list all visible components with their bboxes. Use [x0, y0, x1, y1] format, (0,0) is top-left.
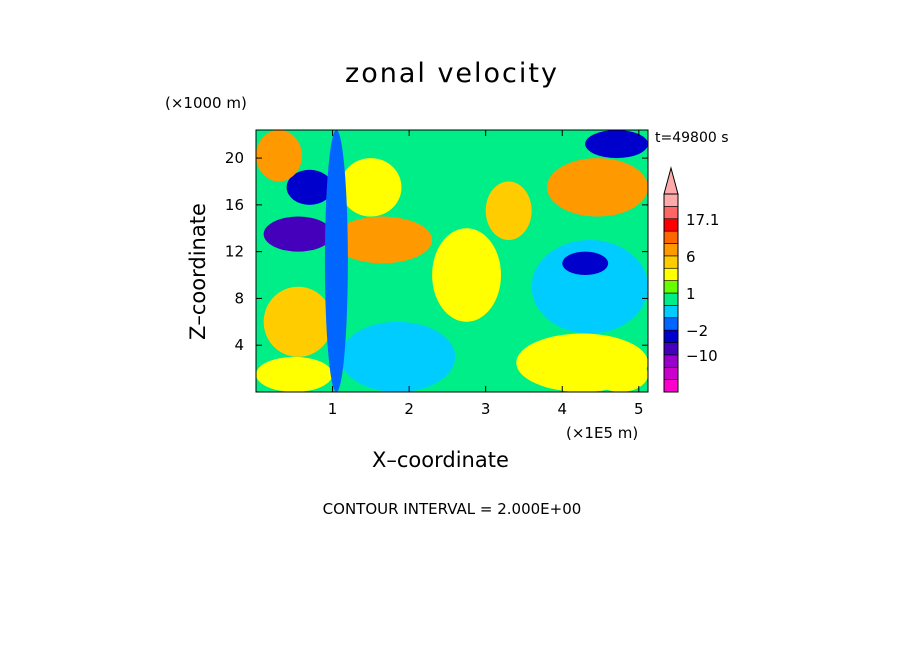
contour-interval-note: CONTOUR INTERVAL = 2.000E+00 — [322, 500, 582, 518]
field-region — [340, 321, 456, 392]
colorbar-swatch — [663, 292, 679, 306]
field-region — [256, 356, 333, 392]
colorbar-label: 17.1 — [686, 211, 719, 229]
y-axis-title: Z–coordinate — [186, 203, 210, 340]
colorbar-swatch — [663, 206, 679, 220]
colorbar-label: −10 — [686, 347, 718, 365]
colorbar-swatch — [663, 230, 679, 244]
colorbar-swatch — [663, 305, 679, 319]
field-region — [432, 228, 501, 322]
x-tick-label: 5 — [634, 400, 644, 418]
x-tick-label: 2 — [404, 400, 414, 418]
z-axis-unit-label: (×1000 m) — [165, 94, 247, 112]
chart-title: zonal velocity — [345, 58, 559, 89]
field-region — [286, 169, 333, 205]
field-region — [332, 216, 433, 264]
colorbar-label: 6 — [686, 248, 696, 266]
field-region — [592, 356, 648, 392]
x-axis-unit-label: (×1E5 m) — [566, 424, 639, 442]
y-tick-label: 16 — [225, 196, 244, 214]
field-region — [340, 158, 402, 217]
y-tick-label: 4 — [234, 336, 244, 354]
colorbar-swatch — [663, 267, 679, 281]
velocity-field — [256, 130, 648, 392]
field-region — [263, 216, 333, 252]
y-tick-label: 20 — [225, 149, 244, 167]
x-tick-label: 4 — [557, 400, 567, 418]
y-tick-label: 12 — [225, 243, 244, 261]
colorbar-swatch — [663, 342, 679, 356]
colorbar-swatch — [663, 317, 679, 331]
colorbar-swatch — [663, 243, 679, 257]
field-region — [263, 286, 333, 357]
field-region — [485, 181, 532, 240]
plot-frame — [255, 129, 649, 393]
colorbar-label: 1 — [686, 285, 696, 303]
colorbar-swatch — [663, 193, 679, 207]
colorbar-swatch — [663, 218, 679, 232]
colorbar-frame — [663, 193, 679, 393]
field-region — [546, 158, 648, 217]
field-region — [324, 130, 348, 392]
x-tick-label: 1 — [328, 400, 338, 418]
colorbar-label: −2 — [686, 322, 708, 340]
field-region — [562, 251, 609, 276]
colorbar-extend-arrow — [663, 166, 679, 195]
colorbar-swatch — [663, 255, 679, 269]
colorbar-swatch — [663, 354, 679, 368]
field-region — [585, 130, 648, 159]
time-stamp-label: t=49800 s — [655, 130, 729, 146]
x-axis-title: X–coordinate — [372, 448, 509, 472]
field-region — [531, 239, 648, 334]
y-tick-label: 8 — [234, 289, 244, 307]
colorbar-swatch — [663, 366, 679, 380]
colorbar-swatch — [663, 280, 679, 294]
field-region — [256, 130, 302, 182]
colorbar-swatch — [663, 379, 679, 393]
x-tick-label: 3 — [481, 400, 491, 418]
colorbar-swatch — [663, 329, 679, 343]
